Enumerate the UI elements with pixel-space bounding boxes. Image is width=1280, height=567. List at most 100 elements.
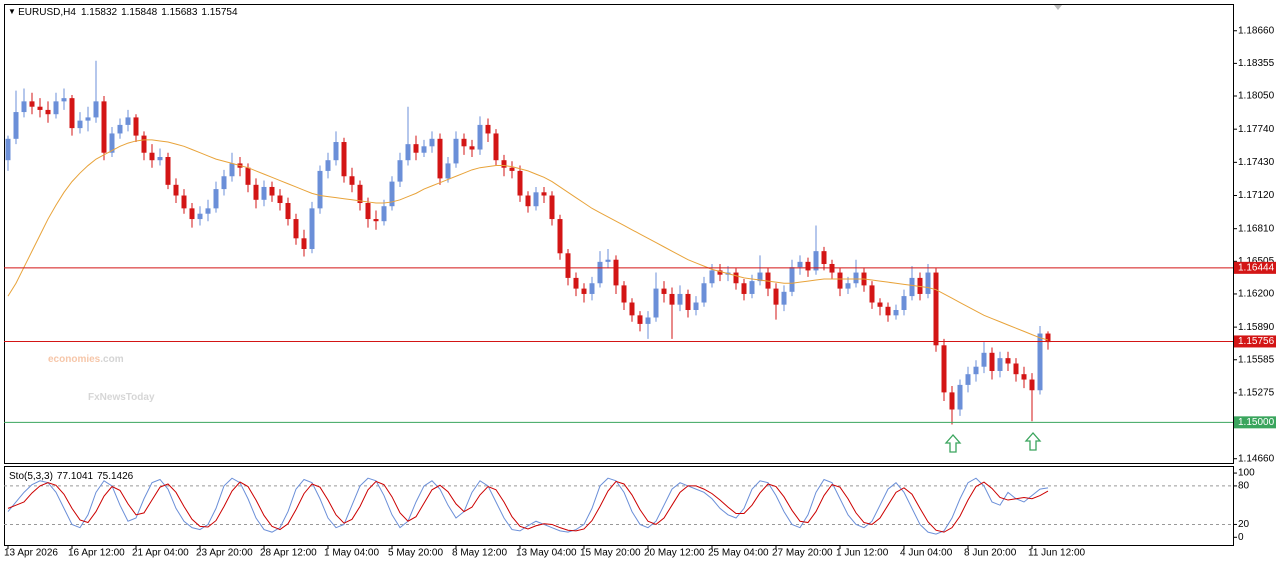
candle-body (189, 208, 195, 220)
candle-body (637, 315, 643, 324)
y-tick-label: 1.15585 (1238, 354, 1275, 365)
watermark-brand: economies.com (48, 354, 124, 365)
y-tick-label: 20 (1238, 519, 1250, 530)
x-tick-label: 16 Apr 12:00 (68, 548, 125, 559)
candle-body (349, 176, 355, 185)
candle-body (741, 283, 747, 294)
candle-body (213, 189, 219, 209)
candle-body (365, 203, 371, 220)
x-tick-label: 25 May 04:00 (708, 548, 769, 559)
level-tag (1234, 416, 1276, 429)
brand: economies (48, 354, 101, 365)
candle-body (5, 138, 11, 161)
main-panel (4, 4, 1234, 464)
header: ▼ EURUSD,H4 1.15832 1.15848 1.15683 1.15754 (8, 7, 238, 18)
candle-body (1013, 363, 1019, 375)
candle-body (293, 219, 299, 239)
candle-body (901, 296, 907, 310)
stoch-title: Sto(5,3,3) (9, 471, 53, 482)
candle-body (813, 251, 819, 271)
candle-body (117, 124, 123, 134)
candle-body (981, 352, 987, 367)
y-tick-label: 1.16810 (1238, 223, 1275, 234)
x-tick-label: 20 May 12:00 (644, 548, 705, 559)
y-tick-label: 0 (1238, 532, 1244, 543)
candle-body (85, 117, 91, 121)
y-tick-label: 100 (1238, 468, 1255, 479)
x-tick-label: 1 Jun 12:00 (836, 548, 889, 559)
candle-body (381, 206, 387, 222)
candle-body (333, 142, 339, 161)
x-tick-label: 5 May 20:00 (388, 548, 443, 559)
candle-body (397, 160, 403, 182)
candle-body (757, 272, 763, 282)
level-label: 1.15000 (1238, 417, 1275, 428)
x-tick-label: 15 May 20:00 (580, 548, 641, 559)
candle-body (717, 270, 723, 275)
candle-body (197, 213, 203, 220)
candle-body (661, 288, 667, 294)
candle-body (341, 142, 347, 177)
x-tick-label: 23 Apr 20:00 (196, 548, 253, 559)
candle-body (245, 167, 251, 185)
x-tick-label: 27 May 20:00 (772, 548, 833, 559)
candle-body (221, 176, 227, 190)
candle-body (1005, 358, 1011, 364)
d-reading: 75.1426 (97, 471, 134, 482)
level-label: 1.15756 (1238, 336, 1275, 347)
candle-body (797, 261, 803, 268)
stoch-line (7, 480, 1049, 533)
candle-body (261, 186, 267, 200)
candle-body (733, 272, 739, 284)
moving-average (7, 139, 1049, 341)
candle-body (421, 146, 427, 153)
candle-body (805, 261, 811, 271)
arrow-up (944, 434, 962, 453)
candle-body (509, 167, 515, 171)
candle-body (413, 144, 419, 153)
candle-body (933, 272, 939, 346)
candle-body (973, 366, 979, 375)
x-tick-label: 21 Apr 04:00 (132, 548, 189, 559)
candle-body (469, 146, 475, 150)
level-tag (1234, 335, 1276, 348)
candle-body (13, 112, 19, 139)
y-tick-label: 1.16505 (1238, 256, 1275, 267)
candle-body (133, 117, 139, 136)
candle-body (429, 138, 435, 147)
candle-body (1021, 374, 1027, 380)
watermark-partner: FxNewsToday (88, 392, 155, 403)
x-tick-label: 28 Apr 12:00 (260, 548, 317, 559)
candle-body (693, 302, 699, 310)
candle-body (165, 157, 171, 185)
candle-body (141, 135, 147, 153)
x-tick-label: 11 Jun 12:00 (1028, 548, 1086, 559)
candle-body (645, 317, 651, 324)
candle-body (709, 270, 715, 284)
candle-body (893, 310, 899, 316)
candle-body (253, 184, 259, 200)
candle-body (525, 195, 531, 207)
menu-arrow: ▼ (8, 7, 18, 16)
candle-body (557, 219, 563, 254)
candle-body (765, 272, 771, 289)
candle-body (949, 392, 955, 410)
candle-body (957, 384, 963, 410)
candle-body (77, 120, 83, 129)
candle-body (21, 101, 27, 113)
candle-body (701, 283, 707, 303)
y-tick-label: 1.17120 (1238, 190, 1275, 201)
candle-body (277, 195, 283, 204)
stoch-line (7, 477, 1049, 535)
candle-body (101, 101, 107, 153)
y-tick-label: 1.14660 (1238, 453, 1275, 464)
candle-body (445, 163, 451, 179)
candle-body (629, 302, 635, 316)
candle-body (869, 285, 875, 303)
candle-body (181, 195, 187, 209)
candle-body (405, 144, 411, 161)
open: 1.15832 (81, 7, 118, 18)
candle-body (789, 267, 795, 292)
y-tick-label: 1.17740 (1238, 124, 1275, 135)
candle-body (749, 281, 755, 294)
